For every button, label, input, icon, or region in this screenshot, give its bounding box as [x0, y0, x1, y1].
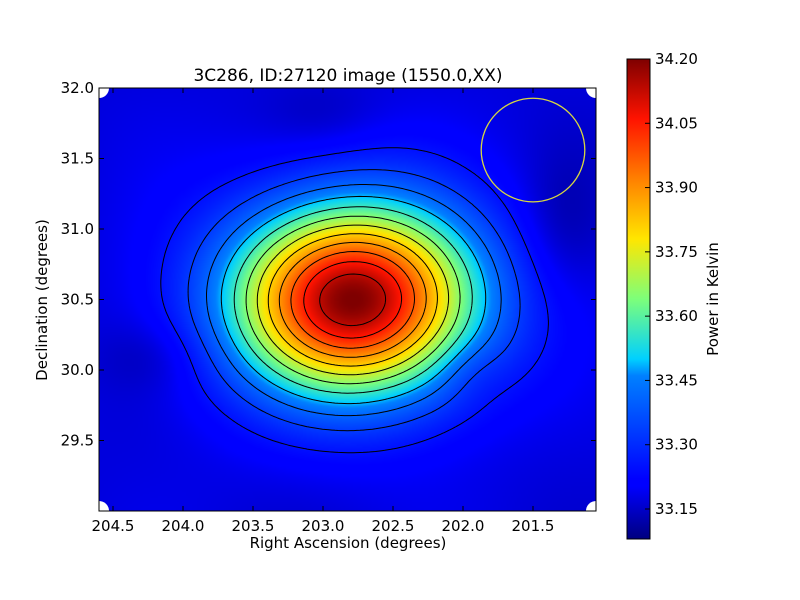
contour-line: [319, 273, 387, 327]
contour-lines: [160, 147, 549, 454]
y-tick-label: 32.0: [61, 79, 94, 97]
x-axis: 204.5 204.0 203.5 203.0 202.5 202.0 201.5: [92, 88, 555, 535]
x-tick-label: 202.5: [372, 517, 415, 535]
x-tick-label: 201.5: [512, 517, 555, 535]
contour-line: [206, 184, 502, 417]
contour-line: [256, 224, 450, 376]
contour-line: [160, 147, 549, 454]
y-tick-label: 30.0: [61, 361, 94, 379]
corner-blank: [99, 88, 109, 98]
x-tick-label: 204.5: [92, 517, 135, 535]
y-tick-label: 31.5: [61, 150, 94, 168]
colorbar-tick-label: 33.15: [655, 500, 698, 518]
contour-line: [245, 215, 461, 385]
x-tick-label: 202.0: [442, 517, 485, 535]
colorbar-tick-label: 34.20: [655, 50, 698, 68]
y-tick-label: 30.5: [61, 291, 94, 309]
colorbar-tick-label: 33.45: [655, 371, 698, 389]
chart-title: 3C286, ID:27120 image (1550.0,XX): [193, 66, 502, 86]
corner-blank: [586, 501, 596, 511]
colorbar: 34.20 34.05 33.90 33.75 33.60 33.45 33.30 33.15…: [626, 50, 722, 540]
colorbar-label: Power in Kelvin: [704, 242, 722, 356]
y-tick-label: 31.0: [61, 220, 94, 238]
y-tick-label: 29.5: [61, 432, 94, 450]
plot-area: [99, 88, 596, 511]
x-axis-label: Right Ascension (degrees): [250, 534, 447, 552]
plot-corners: [99, 88, 596, 511]
colorbar-tick-label: 33.75: [655, 243, 698, 261]
corner-blank: [586, 88, 596, 98]
colorbar-tick-label: 34.05: [655, 114, 698, 132]
x-tick-label: 204.0: [162, 517, 205, 535]
x-tick-label: 203.0: [302, 517, 345, 535]
corner-blank: [99, 501, 109, 511]
contour-line: [303, 261, 403, 339]
colorbar-tick-label: 33.90: [655, 179, 698, 197]
x-tick-label: 203.5: [232, 517, 275, 535]
colorbar-tick-label: 33.60: [655, 307, 698, 325]
colorbar-ticks: 34.20 34.05 33.90 33.75 33.60 33.45 33.30 33.15: [645, 50, 698, 518]
contour-line: [233, 206, 473, 394]
contour-line: [290, 251, 415, 349]
contour-line: [187, 169, 521, 432]
contour-line: [220, 195, 487, 405]
colorbar-gradient: [626, 58, 651, 540]
contour-line: [278, 241, 427, 358]
heatmap-image: [99, 88, 596, 511]
beam-circle: [480, 97, 586, 203]
colorbar-tick-label: 33.30: [655, 436, 698, 454]
y-axis: 29.5 30.0 30.5 31.0 31.5 32.0: [61, 79, 596, 450]
contour-line: [267, 233, 438, 367]
y-axis-label: Declination (degrees): [33, 219, 51, 381]
